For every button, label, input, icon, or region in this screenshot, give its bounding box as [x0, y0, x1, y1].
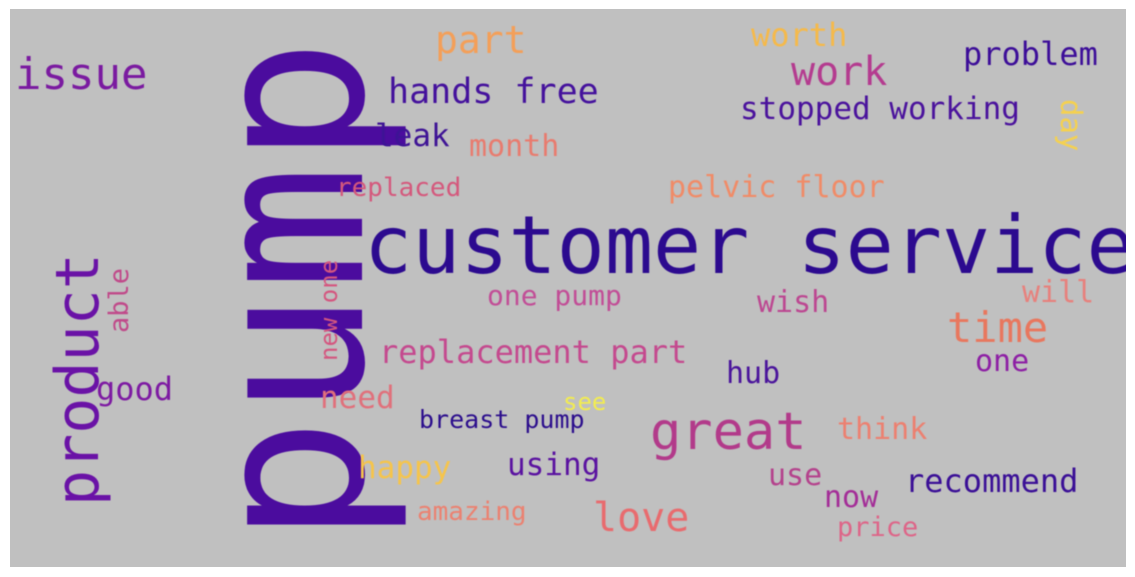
- word-hands-free: hands free: [388, 72, 599, 112]
- word-good: good: [96, 370, 174, 408]
- word-recommend: recommend: [905, 462, 1079, 500]
- word-using: using: [507, 447, 601, 483]
- word-month: month: [469, 129, 560, 164]
- word-leak: leak: [375, 118, 450, 154]
- word-love: love: [593, 495, 690, 541]
- word-cloud: pump customer service product issue grea…: [10, 9, 1126, 567]
- word-one: one: [975, 344, 1030, 379]
- word-work: work: [791, 49, 888, 95]
- word-time: time: [947, 303, 1049, 352]
- word-now: now: [824, 480, 879, 515]
- word-amazing: amazing: [417, 497, 527, 527]
- word-breast-pump: breast pump: [419, 405, 585, 434]
- word-worth: worth: [751, 16, 848, 54]
- word-see: see: [563, 388, 607, 416]
- word-stopped-working: stopped working: [740, 91, 1020, 127]
- word-use: use: [768, 458, 823, 493]
- word-new-one: new one: [315, 259, 343, 361]
- word-able: able: [104, 267, 135, 333]
- word-hub: hub: [726, 356, 781, 391]
- word-replacement-part: replacement part: [379, 333, 688, 371]
- word-think: think: [837, 412, 928, 447]
- word-issue: issue: [15, 49, 148, 100]
- word-happy: happy: [358, 450, 452, 486]
- word-wish: wish: [757, 285, 830, 320]
- word-replaced: replaced: [336, 173, 462, 203]
- word-price: price: [837, 512, 919, 543]
- word-day: day: [1054, 99, 1088, 152]
- word-customer-service: customer service: [364, 199, 1126, 292]
- word-part: part: [435, 18, 527, 62]
- word-pelvic-floor: pelvic floor: [668, 170, 885, 205]
- word-great: great: [650, 402, 807, 462]
- word-one-pump: one pump: [487, 279, 622, 312]
- word-problem: problem: [963, 35, 1098, 73]
- word-will: will: [1022, 275, 1095, 310]
- word-need: need: [320, 380, 395, 416]
